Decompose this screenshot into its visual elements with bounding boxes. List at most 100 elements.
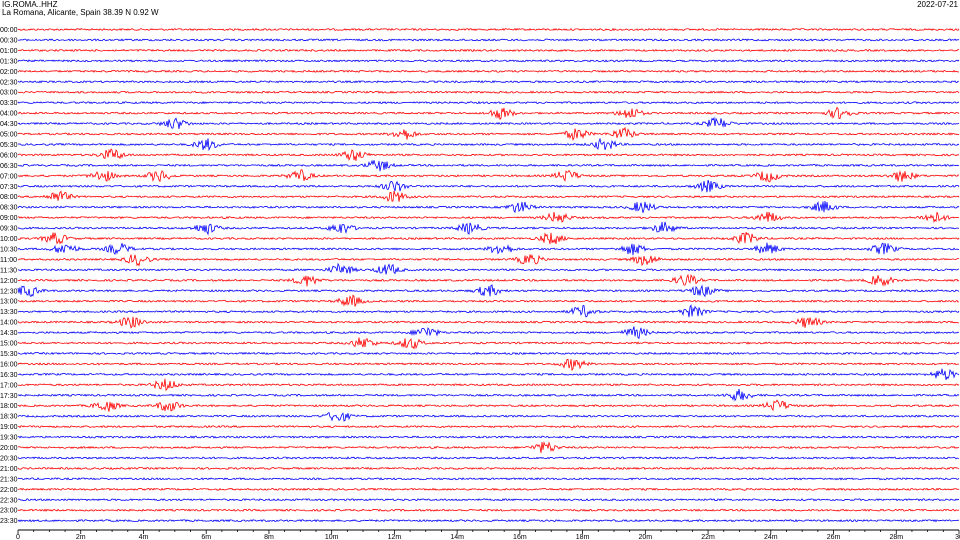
trace-line: [17, 284, 960, 298]
trace-line: [17, 456, 960, 460]
x-tick-label: 22m: [701, 534, 715, 540]
row-time-label: 19:00: [0, 424, 18, 431]
trace-line: [17, 351, 960, 356]
row-time-label: 20:00: [0, 445, 18, 452]
row-time-label: 13:30: [0, 309, 18, 316]
row-time-label: 10:30: [0, 246, 18, 253]
trace-line: [17, 487, 960, 492]
trace-line: [17, 441, 960, 454]
row-time-label: 11:30: [0, 267, 17, 274]
row-time-label: 12:30: [0, 288, 18, 295]
row-time-label: 13:00: [0, 299, 18, 306]
row-time-label: 05:00: [0, 132, 18, 139]
row-time-label: 17:00: [0, 382, 18, 389]
row-time-label: 07:00: [0, 173, 18, 180]
trace-line: [17, 242, 960, 256]
row-time-label: 22:30: [0, 497, 18, 504]
trace-line: [17, 38, 960, 42]
trace-line: [17, 316, 960, 329]
trace-line: [17, 262, 960, 275]
trace-line: [17, 368, 960, 380]
row-time-label: 14:30: [0, 330, 18, 337]
trace-line: [17, 169, 960, 183]
row-time-label: 18:00: [0, 403, 18, 410]
row-time-label: 14:00: [0, 320, 18, 327]
row-time-label: 06:30: [0, 163, 18, 170]
row-time-label: 08:00: [0, 194, 18, 201]
trace-line: [17, 435, 960, 439]
trace-line: [17, 179, 960, 193]
trace-line: [17, 232, 960, 245]
trace-line: [17, 101, 960, 105]
row-time-label: 15:30: [0, 351, 18, 358]
x-tick-label: 4m: [139, 534, 149, 540]
trace-line: [17, 116, 960, 129]
trace-line: [17, 294, 960, 307]
row-time-label: 12:00: [0, 278, 18, 285]
x-tick-label: 26m: [827, 534, 841, 540]
trace-line: [17, 337, 960, 350]
x-tick-label: 20m: [639, 534, 653, 540]
x-tick-label: 18m: [576, 534, 590, 540]
row-time-label: 07:30: [0, 184, 18, 191]
row-time-label: 21:30: [0, 476, 18, 483]
trace-line: [17, 425, 960, 429]
row-time-label: 00:30: [0, 37, 18, 44]
x-tick-label: 0: [16, 534, 20, 540]
trace-line: [17, 137, 960, 152]
row-time-label: 22:00: [0, 487, 18, 494]
trace-line: [17, 388, 960, 402]
row-time-label: 16:30: [0, 372, 18, 379]
row-time-label: 21:00: [0, 466, 18, 473]
row-time-label: 23:30: [0, 518, 18, 525]
trace-line: [17, 90, 960, 94]
trace-line: [17, 69, 960, 73]
row-time-label: 09:30: [0, 226, 18, 233]
trace-line: [17, 211, 960, 224]
trace-line: [17, 126, 960, 142]
trace-line: [17, 519, 960, 523]
trace-line: [17, 48, 960, 53]
row-time-label: 01:00: [0, 48, 18, 55]
trace-line: [17, 190, 960, 202]
trace-line: [17, 399, 960, 412]
trace-line: [17, 59, 960, 63]
trace-line: [17, 148, 960, 162]
x-tick-label: 14m: [450, 534, 464, 540]
row-time-label: 17:30: [0, 393, 18, 400]
trace-line: [17, 159, 960, 172]
row-time-label: 16:00: [0, 361, 18, 368]
trace-line: [17, 27, 960, 32]
trace-line: [17, 200, 960, 214]
row-time-label: 02:00: [0, 69, 18, 76]
row-time-label: 09:00: [0, 215, 18, 222]
row-time-label: 15:00: [0, 341, 18, 348]
x-tick-label: 2m: [76, 534, 86, 540]
row-time-label: 19:30: [0, 435, 18, 442]
row-time-label: 03:00: [0, 90, 18, 97]
x-tick-label: 8m: [264, 534, 274, 540]
x-tick-label: 16m: [513, 534, 527, 540]
row-time-label: 23:00: [0, 508, 18, 515]
row-time-label: 06:00: [0, 152, 18, 159]
row-time-label: 02:30: [0, 79, 18, 86]
station-location: La Romana, Alicante, Spain 38.39 N 0.92 …: [2, 8, 159, 17]
x-tick-label: 6m: [201, 534, 211, 540]
trace-line: [17, 80, 960, 84]
row-time-label: 20:30: [0, 455, 18, 462]
x-tick-label: 30: [955, 534, 960, 540]
trace-line: [17, 508, 960, 512]
trace-line: [17, 253, 960, 267]
trace-line: [17, 326, 960, 340]
trace-line: [17, 498, 960, 502]
trace-line: [17, 221, 960, 236]
trace-line: [17, 466, 960, 470]
station-code: IG.ROMA..HHZ: [2, 0, 58, 9]
x-tick-label: 10m: [325, 534, 339, 540]
trace-line: [17, 378, 960, 391]
trace-line: [17, 106, 960, 121]
trace-line: [17, 304, 960, 318]
row-time-label: 18:30: [0, 414, 18, 421]
trace-line: [17, 477, 960, 481]
